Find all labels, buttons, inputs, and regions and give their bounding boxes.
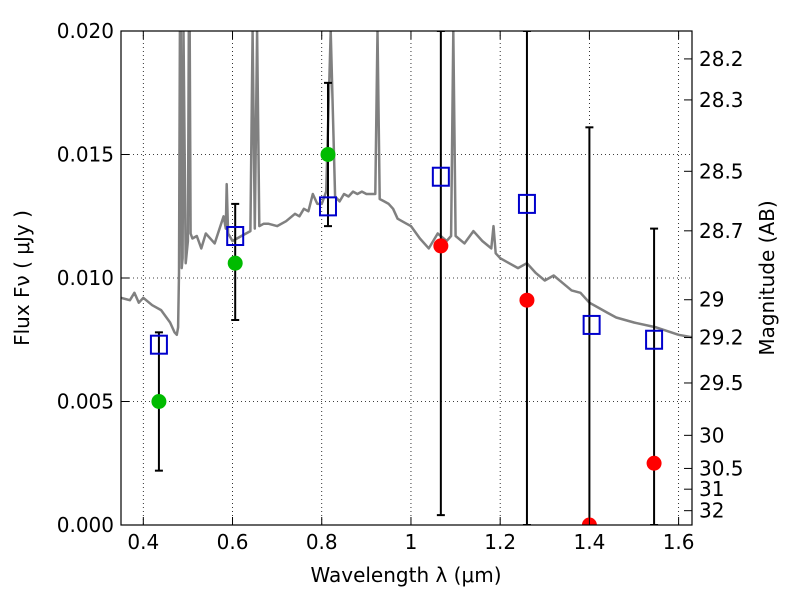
model-square-0 xyxy=(149,334,168,355)
x-tick-label-0: 0.4 xyxy=(127,530,159,554)
y-tick-label-3: 0.015 xyxy=(57,143,114,167)
model-square-4 xyxy=(517,193,536,214)
y-tick-label-4: 0.020 xyxy=(57,19,114,43)
x-tick-label-2: 0.8 xyxy=(306,530,338,554)
model-square-1 xyxy=(226,226,245,247)
y-tick-label-1: 0.005 xyxy=(57,390,114,414)
right-tick-label-5: 29.2 xyxy=(699,326,744,350)
axes: 0.4 0.6 0.8 1 1.2 1.4 1.6 0.000 0.005 0.010 0.015 0… xyxy=(57,19,744,554)
data-point-red-3 xyxy=(646,455,662,471)
right-tick-label-8: 30.5 xyxy=(699,456,744,480)
right-tick-label-9: 31 xyxy=(699,477,724,501)
x-tick-label-4: 1.2 xyxy=(484,530,516,554)
y-tick-label-0: 0.000 xyxy=(57,513,114,537)
model-square-6 xyxy=(645,329,664,350)
data-point-green-2 xyxy=(320,147,336,162)
plot-area xyxy=(121,31,692,525)
x-axis-label: Wavelength λ (μm) xyxy=(310,563,501,587)
y-axis-label: Flux Fν ( μJy ) xyxy=(10,210,34,346)
right-tick-label-2: 28.5 xyxy=(699,159,744,183)
right-tick-label-4: 29 xyxy=(699,288,724,312)
right-tick-label-10: 32 xyxy=(699,499,724,523)
right-tick-label-3: 28.7 xyxy=(699,219,744,243)
x-tick-label-6: 1.6 xyxy=(663,530,695,554)
model-square-3 xyxy=(431,166,450,187)
right-tick-label-0: 28.2 xyxy=(699,47,744,71)
right-axis-label: Magnitude (AB) xyxy=(755,200,779,355)
y-tick-label-2: 0.010 xyxy=(57,266,114,290)
data-point-green-1 xyxy=(227,255,243,271)
right-tick-label-1: 28.3 xyxy=(699,88,744,112)
data-point-green-0 xyxy=(151,394,167,409)
right-tick-label-7: 30 xyxy=(699,423,724,447)
x-tick-label-5: 1.4 xyxy=(573,530,605,554)
model-square-5 xyxy=(582,314,601,335)
x-tick-label-1: 0.6 xyxy=(217,530,249,554)
right-tick-label-6: 29.5 xyxy=(699,371,744,395)
x-tick-label-3: 1 xyxy=(405,530,418,554)
data-point-red-1 xyxy=(519,292,535,308)
data-point-red-0 xyxy=(433,238,449,254)
plot-background xyxy=(121,31,692,525)
model-square-2 xyxy=(318,196,337,217)
